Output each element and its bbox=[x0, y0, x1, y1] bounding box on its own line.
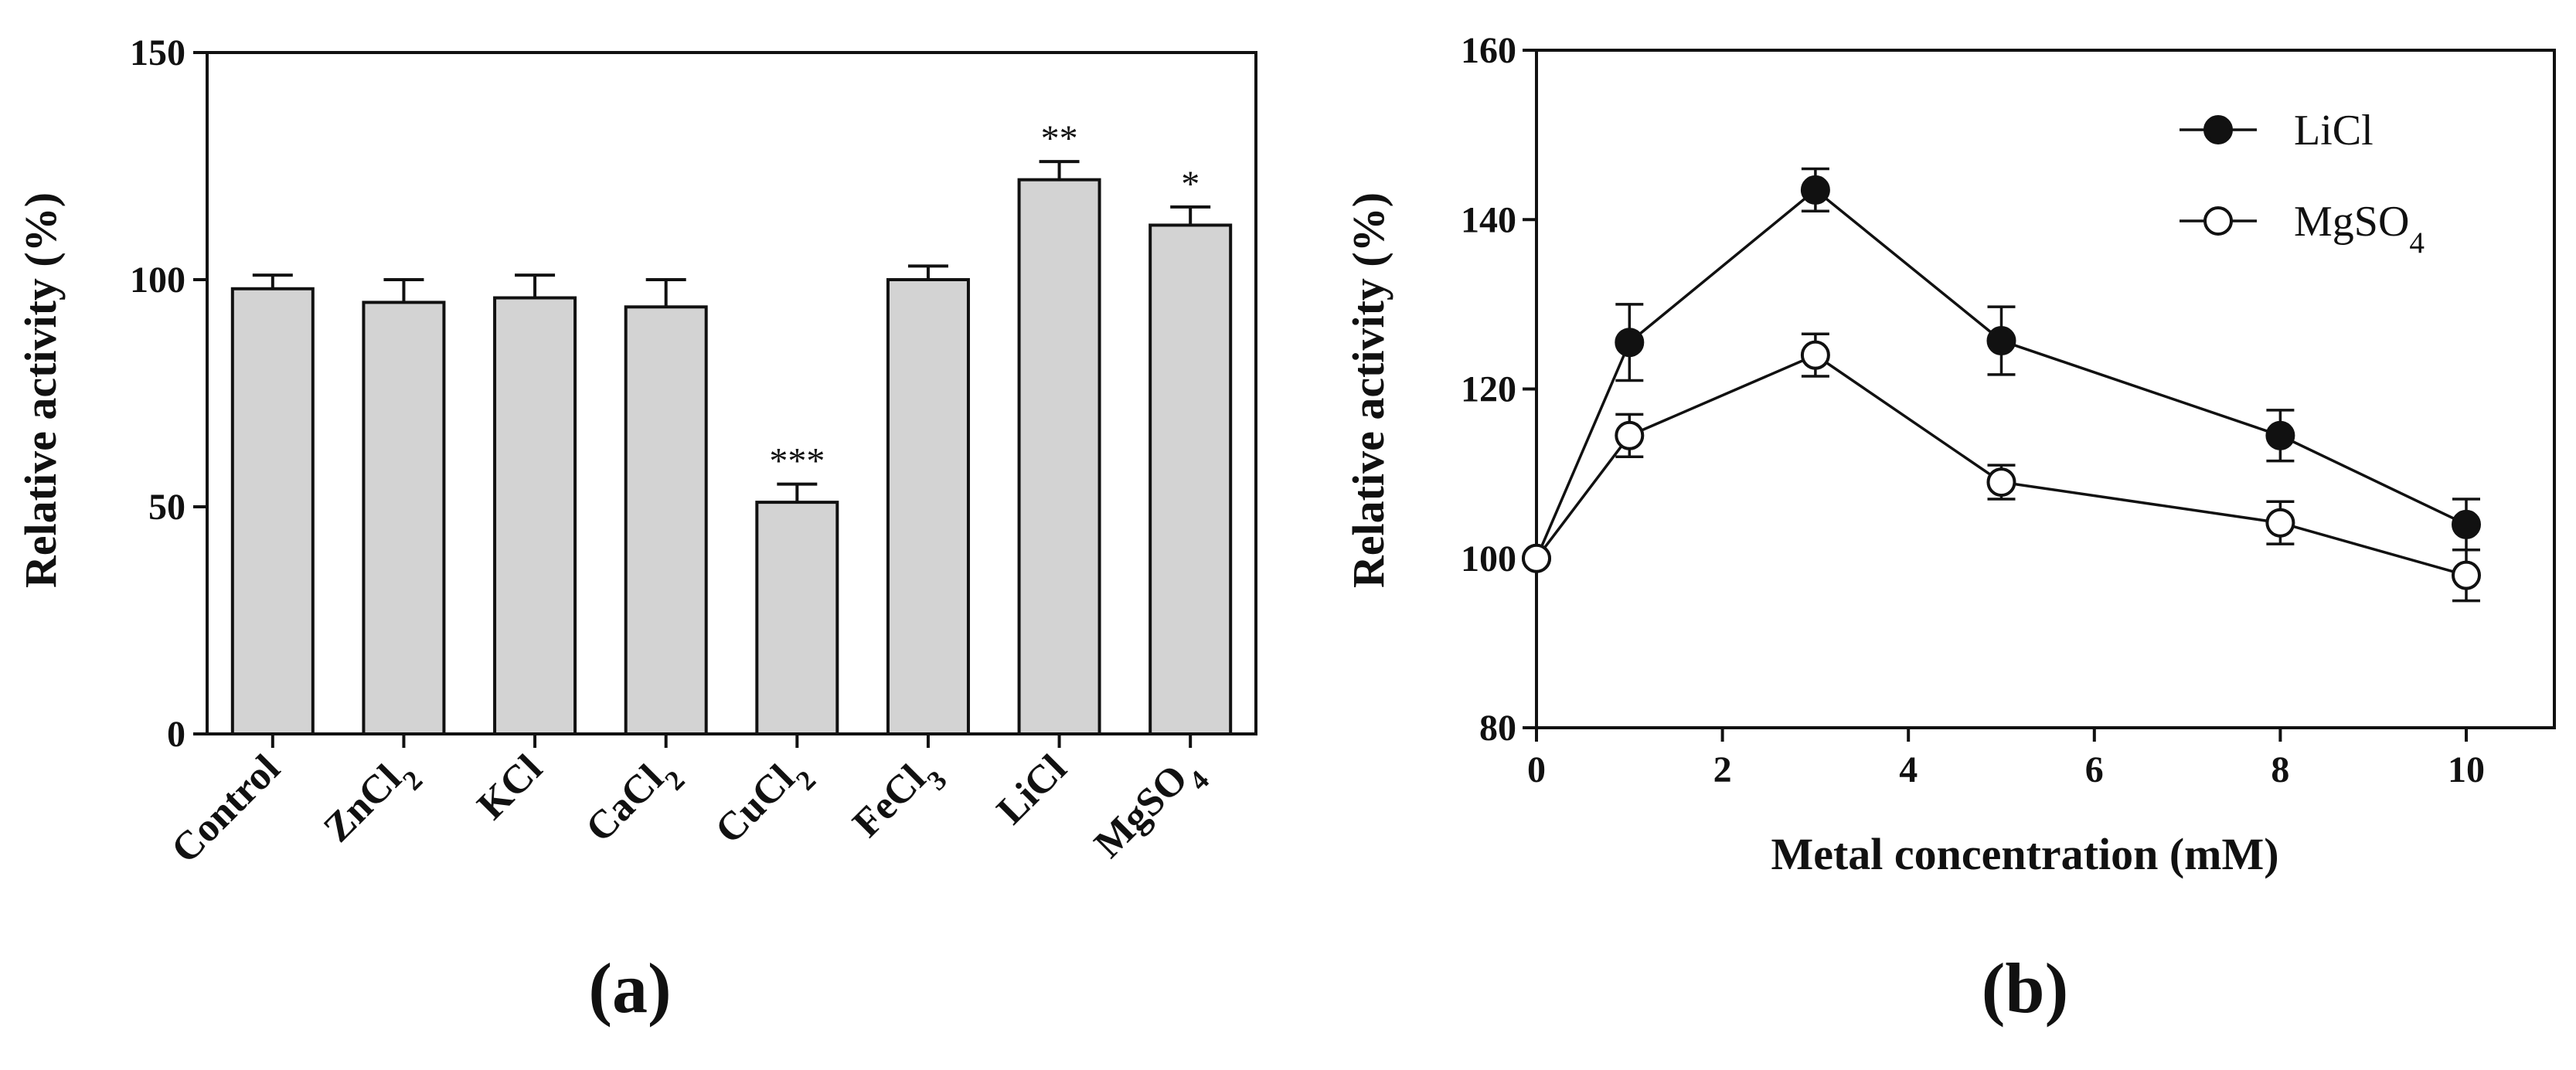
category-label: LiCl bbox=[989, 746, 1075, 833]
line-chart-ticks: 80 100 120 140 160 0 2 4 6 8 10 bbox=[1461, 30, 2485, 790]
y-tick-label: 140 bbox=[1461, 199, 1516, 240]
line-chart-legend: LiCl MgSO4 bbox=[2180, 107, 2425, 260]
legend-label: LiCl bbox=[2294, 107, 2374, 155]
category-label: FeCl3 bbox=[845, 746, 953, 854]
category-label: CuCl2 bbox=[707, 746, 822, 861]
data-point bbox=[1986, 467, 2016, 498]
y-tick-label: 150 bbox=[130, 32, 185, 73]
data-point bbox=[2452, 560, 2481, 590]
category-label: ZnCl2 bbox=[315, 746, 428, 859]
significance-label: *** bbox=[769, 441, 825, 482]
line-chart-x-axis-title: Metal concentration (mM) bbox=[1771, 829, 2278, 879]
line-chart-y-axis-title: Relative activity (%) bbox=[1343, 192, 1393, 588]
y-tick-label: 50 bbox=[148, 487, 185, 528]
x-tick-label: 8 bbox=[2271, 749, 2289, 790]
significance-label: * bbox=[1181, 164, 1200, 205]
bar bbox=[362, 301, 446, 735]
data-point bbox=[1615, 328, 1645, 358]
bar bbox=[493, 296, 577, 735]
bar-chart-axes bbox=[206, 51, 1257, 735]
bar bbox=[624, 305, 708, 735]
y-tick-label: 160 bbox=[1461, 30, 1516, 71]
legend-marker bbox=[2203, 115, 2233, 144]
data-point bbox=[2452, 509, 2481, 539]
x-tick-label: 2 bbox=[1713, 749, 1732, 790]
significance-label: ** bbox=[1041, 118, 1078, 159]
panel-label-b: (b) bbox=[1982, 949, 2068, 1028]
data-point bbox=[1800, 175, 1830, 205]
line-chart-panel-b: 80 100 120 140 160 0 2 4 6 8 10 LiCl MgSO4 Relative… bbox=[1343, 30, 2556, 1028]
line-series bbox=[1522, 167, 2481, 603]
y-tick-label: 100 bbox=[1461, 538, 1516, 579]
series-mgso bbox=[1522, 332, 2481, 603]
series-line bbox=[1535, 188, 2467, 559]
bar-category-labels: Control ZnCl2 KCl CaCl2 CuCl2 FeCl3 LiCl MgSO4 bbox=[163, 746, 1215, 875]
category-label: KCl bbox=[469, 746, 551, 828]
bar bbox=[755, 501, 839, 735]
panel-label-a: (a) bbox=[588, 949, 671, 1028]
legend-label: MgSO4 bbox=[2294, 198, 2425, 260]
y-tick-label: 0 bbox=[167, 714, 185, 755]
legend-marker bbox=[2203, 206, 2233, 236]
category-label: CaCl2 bbox=[577, 746, 690, 859]
x-tick-label: 10 bbox=[2448, 749, 2485, 790]
data-point bbox=[2265, 508, 2295, 538]
bar-series: ****** bbox=[230, 118, 1233, 735]
bar-chart-ticks: 0 50 100 150 bbox=[130, 32, 1193, 755]
bar-chart-frame bbox=[206, 51, 1257, 735]
category-label: Control bbox=[163, 746, 288, 871]
line-chart-frame bbox=[1535, 49, 2556, 729]
x-tick-label: 4 bbox=[1899, 749, 1918, 790]
bar bbox=[230, 287, 315, 735]
bar bbox=[1017, 178, 1101, 735]
y-tick-label: 120 bbox=[1461, 369, 1516, 410]
data-point bbox=[2265, 420, 2295, 450]
line-chart-axes bbox=[1535, 49, 2556, 729]
category-label: MgSO4 bbox=[1086, 746, 1215, 875]
bar bbox=[1148, 223, 1233, 735]
bar-chart-y-axis-title: Relative activity (%) bbox=[15, 192, 66, 588]
x-tick-label: 6 bbox=[2085, 749, 2104, 790]
data-point bbox=[1522, 543, 1551, 573]
data-point bbox=[1800, 340, 1830, 370]
bar bbox=[886, 278, 970, 735]
y-tick-label: 80 bbox=[1479, 708, 1516, 749]
y-tick-label: 100 bbox=[130, 260, 185, 301]
x-tick-label: 0 bbox=[1527, 749, 1546, 790]
data-point bbox=[1615, 420, 1645, 450]
series-line bbox=[1535, 353, 2467, 577]
data-point bbox=[1986, 326, 2016, 356]
